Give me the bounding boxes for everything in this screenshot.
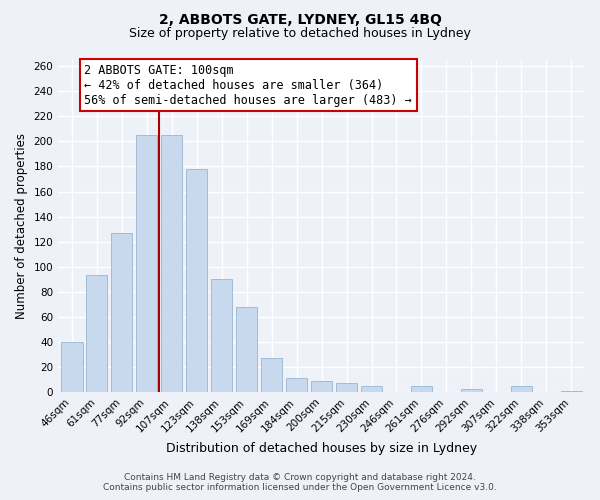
Bar [136, 135, 157, 392]
Bar [511, 386, 532, 392]
Bar [560, 390, 582, 392]
Text: 2, ABBOTS GATE, LYDNEY, GL15 4BQ: 2, ABBOTS GATE, LYDNEY, GL15 4BQ [158, 12, 442, 26]
Bar [286, 378, 307, 392]
Bar [461, 390, 482, 392]
Bar [161, 135, 182, 392]
Bar [261, 358, 282, 392]
Bar [86, 276, 107, 392]
Y-axis label: Number of detached properties: Number of detached properties [15, 133, 28, 319]
Bar [61, 342, 83, 392]
Bar [361, 386, 382, 392]
X-axis label: Distribution of detached houses by size in Lydney: Distribution of detached houses by size … [166, 442, 477, 455]
Bar [411, 386, 432, 392]
Bar [336, 383, 357, 392]
Text: Contains HM Land Registry data © Crown copyright and database right 2024.
Contai: Contains HM Land Registry data © Crown c… [103, 473, 497, 492]
Text: 2 ABBOTS GATE: 100sqm
← 42% of detached houses are smaller (364)
56% of semi-det: 2 ABBOTS GATE: 100sqm ← 42% of detached … [85, 64, 412, 107]
Bar [186, 169, 208, 392]
Bar [311, 380, 332, 392]
Bar [211, 279, 232, 392]
Bar [236, 307, 257, 392]
Text: Size of property relative to detached houses in Lydney: Size of property relative to detached ho… [129, 28, 471, 40]
Bar [111, 233, 133, 392]
